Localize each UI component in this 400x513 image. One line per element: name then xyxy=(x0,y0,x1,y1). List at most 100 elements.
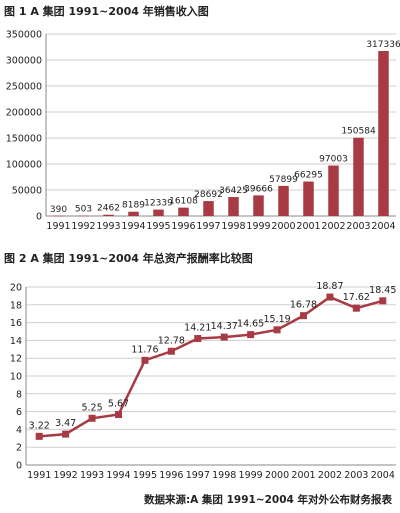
data-label: 66295 xyxy=(294,171,323,181)
x-tick-label: 1993 xyxy=(80,470,104,481)
y-tick-label: 250000 xyxy=(6,82,42,93)
x-tick-label: 1998 xyxy=(221,221,245,232)
series-line xyxy=(39,295,384,438)
x-tick-label: 1992 xyxy=(54,470,78,481)
data-label: 14.65 xyxy=(237,319,264,330)
y-tick-label: 50000 xyxy=(12,186,42,197)
data-point xyxy=(141,356,149,364)
data-label: 8189 xyxy=(122,201,145,211)
y-tick-label: 18 xyxy=(10,300,22,311)
x-tick-label: 1992 xyxy=(71,221,95,232)
bar xyxy=(278,185,289,216)
data-label: 5.67 xyxy=(108,399,129,410)
data-point xyxy=(115,411,122,419)
data-point xyxy=(167,347,175,355)
data-label: 17.62 xyxy=(343,292,370,303)
data-point xyxy=(352,304,360,312)
y-tick-label: 10 xyxy=(10,372,22,383)
bar xyxy=(53,215,64,217)
x-tick-label: 1998 xyxy=(212,470,236,481)
data-point xyxy=(326,293,334,301)
y-tick-label: 16 xyxy=(10,318,22,329)
data-point xyxy=(62,430,70,438)
x-tick-label: 2001 xyxy=(291,470,315,481)
chart1-title: 图 1 A 集团 1991~2004 年销售收入图 xyxy=(4,5,209,18)
x-tick-label: 2002 xyxy=(321,221,345,232)
y-tick-label: 0 xyxy=(36,212,42,223)
x-tick-label: 1995 xyxy=(133,470,157,481)
x-tick-label: 2000 xyxy=(271,221,295,232)
data-label: 28692 xyxy=(194,190,223,200)
y-tick-label: 0 xyxy=(16,461,22,472)
data-label: 390 xyxy=(50,205,67,215)
bar xyxy=(378,50,389,217)
data-point xyxy=(220,333,228,341)
bar xyxy=(178,207,189,216)
data-label: 12.78 xyxy=(158,335,185,346)
data-label: 36425 xyxy=(219,186,248,196)
x-tick-label: 1995 xyxy=(146,221,170,232)
x-tick-label: 2003 xyxy=(346,221,370,232)
x-tick-label: 1996 xyxy=(159,470,183,481)
bar xyxy=(303,181,314,216)
y-tick-label: 200000 xyxy=(6,108,42,119)
data-label: 16.78 xyxy=(290,300,317,311)
data-point xyxy=(88,414,96,422)
data-point xyxy=(247,331,255,339)
x-tick-label: 2004 xyxy=(371,221,395,232)
sales-bar-chart: 0 50000 100000 150000 200000 250000 300000 3500… xyxy=(6,30,400,233)
data-source-note: 数据来源:A 集团 1991~2004 年对外公布财务报表 xyxy=(143,494,392,506)
data-point xyxy=(300,312,307,320)
bar xyxy=(328,165,339,216)
data-label: 317336 xyxy=(366,40,400,50)
bar xyxy=(103,214,114,216)
x-tick-label: 1994 xyxy=(106,470,130,481)
data-point xyxy=(35,432,43,440)
y-tick-label: 300000 xyxy=(6,56,42,67)
y-tick-label: 100000 xyxy=(6,160,42,171)
data-label: 15.19 xyxy=(263,314,290,325)
data-label: 97003 xyxy=(319,155,348,165)
bar xyxy=(128,211,139,216)
x-tick-label: 2003 xyxy=(344,470,368,481)
data-label: 503 xyxy=(75,205,92,215)
data-point xyxy=(379,297,387,305)
data-label: 12339 xyxy=(144,199,173,209)
data-label: 18.87 xyxy=(316,281,343,292)
bar xyxy=(203,201,214,216)
bar xyxy=(78,215,89,217)
data-label: 16108 xyxy=(169,197,198,207)
x-tick-label: 2002 xyxy=(318,470,342,481)
data-label: 14.21 xyxy=(184,323,211,334)
y-tick-label: 6 xyxy=(16,407,22,418)
bar xyxy=(153,209,164,216)
y-tick-label: 2 xyxy=(16,443,22,454)
x-tick-label: 1997 xyxy=(196,221,220,232)
x-tick-label: 1997 xyxy=(186,470,210,481)
bar xyxy=(353,137,364,216)
y-tick-label: 20 xyxy=(10,283,22,294)
data-label: 3.22 xyxy=(29,420,50,431)
y-tick-label: 14 xyxy=(10,336,22,347)
data-label: 18.45 xyxy=(369,285,396,296)
x-tick-label: 1991 xyxy=(46,221,70,232)
data-label: 39666 xyxy=(244,184,273,194)
data-label: 14.37 xyxy=(211,321,238,332)
x-tick-label: 1996 xyxy=(171,221,195,232)
x-tick-label: 2000 xyxy=(265,470,289,481)
bar xyxy=(253,195,264,216)
x-tick-label: 2001 xyxy=(296,221,320,232)
data-label: 11.76 xyxy=(131,344,158,355)
data-label: 3.47 xyxy=(55,418,76,429)
data-label: 5.25 xyxy=(81,402,102,413)
x-tick-label: 1993 xyxy=(96,221,120,232)
data-point xyxy=(194,335,202,343)
x-tick-label: 1999 xyxy=(239,470,263,481)
y-tick-label: 4 xyxy=(16,425,22,436)
y-tick-label: 8 xyxy=(16,389,22,400)
x-tick-label: 2004 xyxy=(371,470,395,481)
x-tick-label: 1999 xyxy=(246,221,270,232)
x-tick-label: 1991 xyxy=(27,470,51,481)
data-label: 2462 xyxy=(97,204,120,214)
